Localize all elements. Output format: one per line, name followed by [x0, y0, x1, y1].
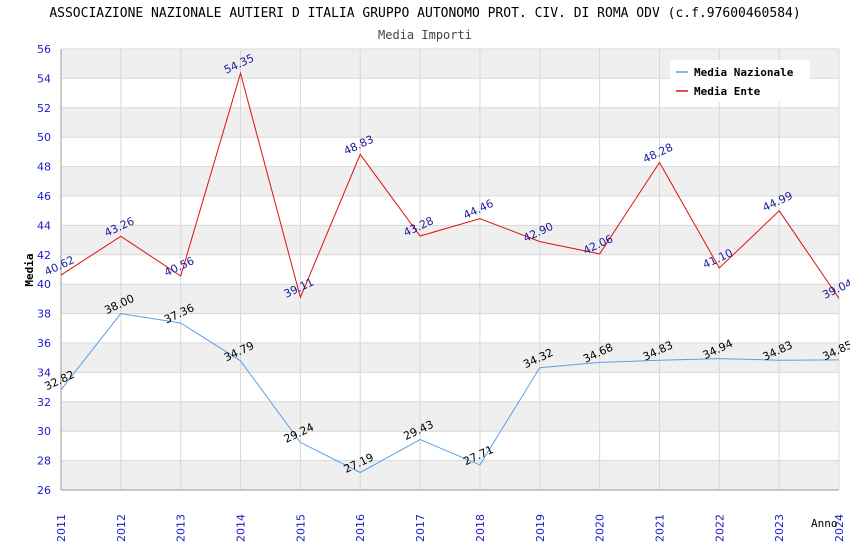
- y-tick-label: 28: [37, 455, 51, 468]
- y-tick-label: 46: [37, 190, 51, 203]
- y-axis-title: Media: [23, 253, 36, 286]
- x-tick-label: 2011: [55, 514, 68, 542]
- legend-label: Media Nazionale: [694, 66, 794, 79]
- grid-band: [61, 401, 839, 432]
- background-bands: [61, 49, 839, 490]
- x-tick-label: 2022: [713, 514, 726, 542]
- y-tick-label: 44: [37, 219, 51, 232]
- grid-band: [61, 284, 839, 314]
- y-tick-label: 54: [37, 72, 51, 85]
- x-tick-label: 2017: [414, 514, 427, 542]
- chart-subtitle: Media Importi: [378, 28, 472, 42]
- y-tick-label: 52: [37, 102, 51, 115]
- series-lines: [60, 71, 840, 474]
- y-axis-ticks: 26 28 30 32 34 36 38 40 42 44 46 48 50 52 54 56: [37, 43, 51, 497]
- grid-band: [61, 166, 839, 196]
- x-tick-label: 2021: [653, 514, 666, 542]
- legend: Media Nazionale Media Ente: [670, 60, 810, 102]
- series-line-media-nazionale: [60, 313, 840, 474]
- y-tick-label: 56: [37, 43, 51, 56]
- x-tick-label: 2023: [773, 514, 786, 542]
- y-tick-label: 48: [37, 161, 51, 174]
- y-tick-label: 50: [37, 131, 51, 144]
- x-tick-label: 2015: [294, 514, 307, 542]
- y-tick-label: 38: [37, 308, 51, 321]
- y-tick-label: 30: [37, 425, 51, 438]
- y-tick-label: 42: [37, 249, 51, 262]
- x-tick-label: 2016: [354, 514, 367, 542]
- x-tick-label: 2019: [534, 514, 547, 542]
- x-tick-label: 2013: [175, 514, 188, 542]
- data-label: 44.46: [461, 197, 495, 222]
- gridlines: [60, 48, 840, 491]
- y-tick-label: 26: [37, 484, 51, 497]
- x-tick-label: 2014: [235, 514, 248, 542]
- grid-band: [61, 460, 839, 490]
- grid-band: [61, 107, 839, 138]
- y-tick-label: 40: [37, 278, 51, 291]
- x-tick-label: 2024: [833, 514, 846, 542]
- legend-label: Media Ente: [694, 85, 761, 98]
- series-line-media-ente: [60, 71, 840, 299]
- y-tick-label: 34: [37, 366, 51, 379]
- grid-band: [61, 343, 839, 373]
- axes: [60, 49, 839, 491]
- x-axis-title: Anno: [811, 517, 838, 530]
- y-tick-label: 36: [37, 337, 51, 350]
- y-tick-label: 32: [37, 396, 51, 409]
- x-tick-label: 2012: [115, 514, 128, 542]
- legend-box: [670, 60, 810, 102]
- x-axis-ticks: 2011 2012 2013 2014 2015 2016 2017 2018 2019 2020…: [55, 514, 846, 542]
- data-label: 48.28: [641, 141, 675, 166]
- chart-title: ASSOCIAZIONE NAZIONALE AUTIERI D ITALIA …: [49, 6, 801, 21]
- x-tick-label: 2018: [474, 514, 487, 542]
- x-tick-label: 2020: [594, 514, 607, 542]
